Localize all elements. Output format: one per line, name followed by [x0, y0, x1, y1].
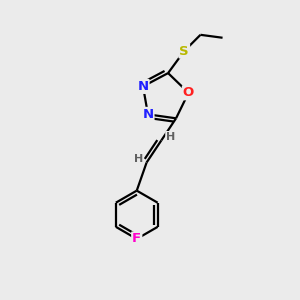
Text: N: N: [137, 80, 148, 93]
Text: H: H: [134, 154, 143, 164]
Text: N: N: [142, 108, 154, 121]
Text: O: O: [183, 86, 194, 99]
Text: S: S: [179, 44, 189, 58]
Text: F: F: [132, 232, 141, 245]
Text: H: H: [166, 132, 176, 142]
